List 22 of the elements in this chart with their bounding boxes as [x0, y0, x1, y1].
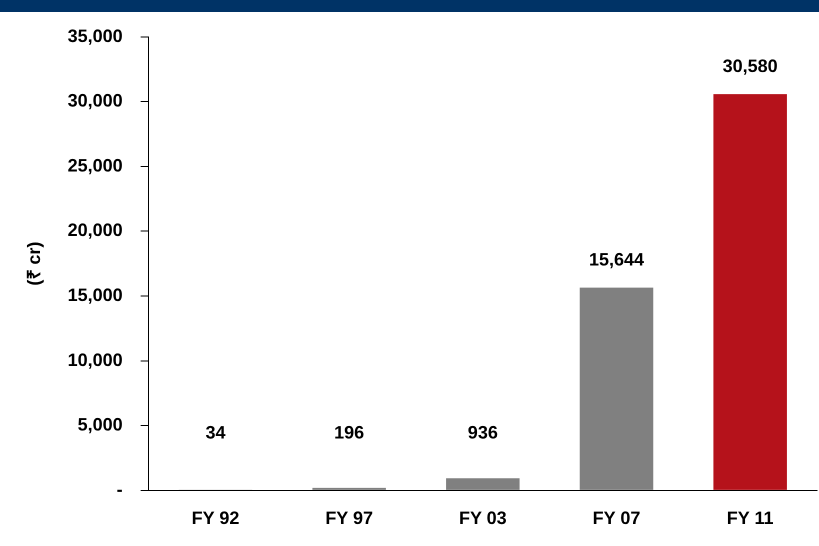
y-tick-label: -	[116, 479, 123, 500]
data-label: 15,644	[588, 250, 644, 270]
x-tick-label: FY 07	[592, 508, 640, 528]
x-tick-label: FY 92	[192, 508, 240, 528]
bar	[580, 288, 654, 490]
data-label: 30,580	[722, 56, 778, 76]
y-tick-label: 10,000	[68, 350, 123, 370]
bar	[713, 94, 787, 490]
data-label: 196	[334, 422, 364, 442]
y-tick-label: 35,000	[68, 26, 123, 46]
x-tick-label: FY 97	[325, 508, 374, 528]
y-tick-label: 30,000	[68, 90, 123, 111]
x-tick-label: FY 11	[726, 508, 774, 528]
y-tick-label: 20,000	[68, 220, 123, 240]
bar	[446, 478, 520, 490]
data-label: 34	[205, 422, 226, 442]
y-tick-label: 15,000	[68, 284, 123, 305]
x-tick-label: FY 03	[458, 508, 507, 528]
y-tick-label: 5,000	[78, 414, 123, 435]
data-label: 936	[468, 422, 498, 442]
y-axis-title: (₹ cr)	[24, 242, 44, 286]
y-tick-label: 25,000	[68, 155, 123, 176]
